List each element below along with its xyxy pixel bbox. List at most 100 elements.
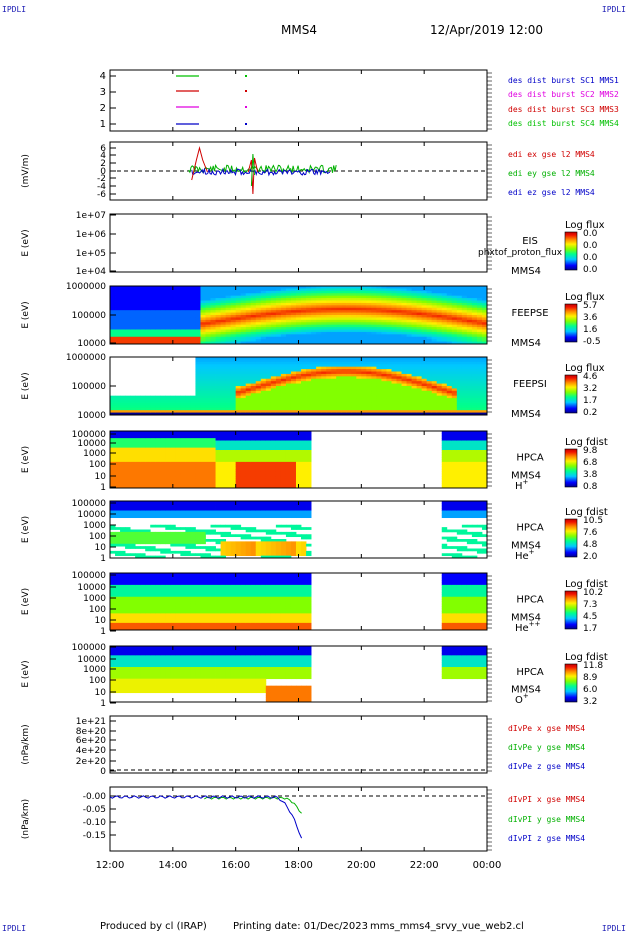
heatmap-cell bbox=[441, 478, 448, 482]
heatmap-cell bbox=[351, 302, 357, 306]
heatmap-cell bbox=[351, 359, 357, 363]
heatmap-cell bbox=[200, 371, 206, 375]
heatmap-cell bbox=[150, 510, 156, 514]
heatmap-cell bbox=[110, 471, 116, 475]
heatmap-cell bbox=[260, 445, 267, 449]
heatmap-cell bbox=[401, 290, 407, 294]
heatmap-cell bbox=[240, 471, 247, 475]
heatmap-cell bbox=[155, 510, 161, 514]
heatmap-cell bbox=[426, 286, 433, 289]
heatmap-cell bbox=[235, 469, 242, 472]
heatmap-cell bbox=[195, 457, 201, 460]
heatmap-cell bbox=[326, 302, 332, 306]
heatmap-cell bbox=[215, 334, 221, 338]
heatmap-cell bbox=[130, 539, 136, 542]
heatmap-cell bbox=[255, 485, 262, 489]
heatmap-cell bbox=[240, 400, 247, 404]
heatmap-cell bbox=[190, 469, 196, 472]
heatmap-cell bbox=[205, 476, 211, 479]
heatmap-cell bbox=[210, 390, 216, 394]
heatmap-cell bbox=[461, 319, 468, 323]
heatmap-cell bbox=[115, 483, 121, 487]
heatmap-cell bbox=[471, 319, 478, 323]
heatmap-cell bbox=[140, 536, 146, 540]
heatmap-cell bbox=[421, 295, 428, 299]
heatmap-cell bbox=[215, 324, 221, 328]
y-tick-label: 100 bbox=[89, 460, 106, 470]
heatmap-cell bbox=[275, 410, 282, 413]
heatmap-cell bbox=[295, 473, 302, 477]
heatmap-cell bbox=[155, 555, 161, 559]
heatmap-cell bbox=[391, 302, 397, 306]
heatmap-cell bbox=[401, 398, 407, 401]
heatmap-cell bbox=[160, 447, 166, 451]
heatmap-cell bbox=[290, 324, 297, 328]
heatmap-cell bbox=[260, 469, 267, 472]
heatmap-cell bbox=[130, 327, 136, 330]
heatmap-cell bbox=[391, 305, 397, 309]
heatmap-cell bbox=[135, 288, 141, 292]
heatmap-cell bbox=[170, 508, 176, 511]
heatmap-cell bbox=[180, 450, 186, 453]
heatmap-cell bbox=[270, 305, 277, 309]
heatmap-cell bbox=[120, 515, 126, 519]
heatmap-cell bbox=[361, 336, 367, 340]
heatmap-cell bbox=[381, 290, 387, 294]
heatmap-cell bbox=[411, 357, 418, 360]
heatmap-cell bbox=[185, 440, 191, 444]
heatmap-cell bbox=[245, 485, 252, 489]
heatmap-cell bbox=[165, 435, 171, 439]
heatmap-cell bbox=[346, 324, 352, 328]
heatmap-cell bbox=[220, 400, 227, 404]
heatmap-cell bbox=[245, 464, 252, 468]
heatmap-cell bbox=[441, 433, 448, 437]
heatmap-cell bbox=[115, 512, 121, 516]
heatmap-cell bbox=[210, 402, 216, 406]
heatmap-cell bbox=[240, 366, 247, 370]
heatmap-cell bbox=[295, 302, 302, 306]
heatmap-cell bbox=[150, 302, 156, 306]
heatmap-cell bbox=[290, 393, 297, 397]
heatmap-cell bbox=[376, 400, 382, 404]
heatmap-cell bbox=[346, 315, 352, 318]
heatmap-cell bbox=[180, 339, 186, 342]
heatmap-cell bbox=[431, 339, 438, 342]
heatmap-cell bbox=[311, 302, 317, 306]
heatmap-cell bbox=[331, 315, 337, 318]
heatmap-cell bbox=[185, 293, 191, 297]
heatmap-cell bbox=[295, 383, 302, 387]
heatmap-cell bbox=[145, 515, 151, 519]
heatmap-cell bbox=[481, 359, 488, 363]
heatmap-cell bbox=[376, 412, 382, 416]
heatmap-cell bbox=[170, 512, 176, 516]
heatmap-cell bbox=[481, 366, 488, 370]
heatmap-cell bbox=[190, 341, 196, 345]
heatmap-cell bbox=[426, 293, 433, 297]
heatmap-cell bbox=[245, 407, 252, 411]
heatmap-cell bbox=[220, 388, 227, 392]
heatmap-cell bbox=[386, 293, 392, 297]
heatmap-cell bbox=[431, 388, 438, 392]
heatmap-cell bbox=[481, 390, 488, 394]
heatmap-cell bbox=[396, 369, 402, 372]
heatmap-cell bbox=[466, 366, 473, 370]
heatmap-cell bbox=[406, 300, 412, 304]
colorbar-tick-label: 5.7 bbox=[583, 301, 597, 311]
heatmap-cell bbox=[361, 400, 367, 404]
heatmap-cell bbox=[431, 361, 438, 365]
heatmap-cell bbox=[481, 288, 488, 292]
heatmap-cell bbox=[466, 357, 473, 360]
heatmap-cell bbox=[110, 402, 116, 406]
heatmap-cell bbox=[200, 373, 206, 377]
heatmap-cell bbox=[366, 302, 372, 306]
heatmap-cell bbox=[260, 322, 267, 326]
heatmap-cell bbox=[476, 327, 483, 330]
heatmap-cell bbox=[270, 457, 277, 460]
heatmap-cell bbox=[270, 361, 277, 365]
heatmap-cell bbox=[346, 336, 352, 340]
heatmap-cell bbox=[125, 438, 131, 441]
heatmap-cell bbox=[185, 438, 191, 441]
heatmap-cell bbox=[135, 433, 141, 437]
legend-entry: edi ez gse l2 MMS4 bbox=[508, 188, 595, 197]
heatmap-cell bbox=[250, 459, 257, 463]
